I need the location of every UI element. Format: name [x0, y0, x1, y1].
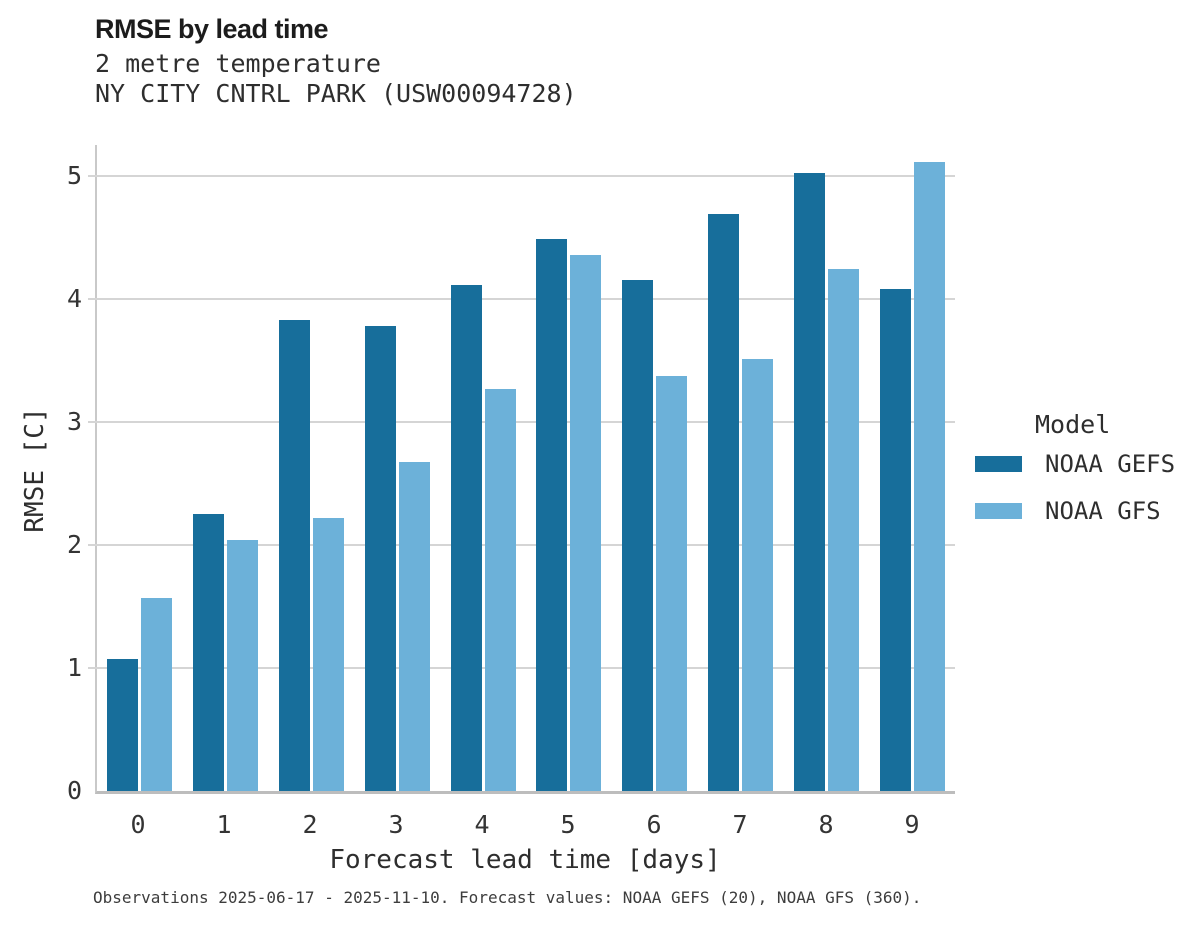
bar-group-day-3	[354, 145, 440, 791]
chart-subtitle-station: NY CITY CNTRL PARK (USW00094728)	[95, 79, 577, 108]
bar-noaa-gfs-day-6	[656, 376, 688, 791]
bar-noaa-gefs-day-5	[536, 238, 568, 791]
x-tick-label-5: 5	[560, 810, 576, 839]
x-tick-label-0: 0	[130, 810, 146, 839]
x-tick-label-7: 7	[732, 810, 748, 839]
bar-noaa-gfs-day-9	[913, 162, 945, 791]
bar-group-day-5	[526, 145, 612, 791]
x-tick-label-9: 9	[904, 810, 920, 839]
y-tick-label-5: 5	[66, 160, 82, 190]
bar-noaa-gefs-day-4	[450, 285, 482, 791]
x-tick-label-1: 1	[216, 810, 232, 839]
bar-noaa-gefs-day-9	[879, 288, 911, 791]
legend-item-noaa-gefs: NOAA GEFS	[975, 450, 1193, 478]
bar-group-day-2	[269, 145, 355, 791]
bar-noaa-gefs-day-3	[364, 325, 396, 791]
legend-title: Model	[1035, 410, 1111, 439]
x-tick-label-4: 4	[474, 810, 490, 839]
bar-group-day-6	[612, 145, 698, 791]
bar-noaa-gefs-day-0	[107, 659, 139, 791]
legend-swatch-noaa-gfs	[975, 503, 1022, 519]
gridline-y-3	[88, 420, 955, 423]
x-tick-label-8: 8	[818, 810, 834, 839]
bar-noaa-gfs-day-4	[484, 388, 516, 791]
bar-noaa-gfs-day-7	[741, 359, 773, 791]
bar-noaa-gefs-day-7	[707, 213, 739, 791]
bar-group-day-1	[183, 145, 269, 791]
y-tick-label-3: 3	[66, 406, 82, 436]
bar-noaa-gfs-day-3	[398, 462, 430, 791]
bar-group-day-9	[869, 145, 955, 791]
bar-noaa-gfs-day-0	[141, 597, 173, 791]
bar-noaa-gefs-day-2	[278, 319, 310, 791]
bar-noaa-gefs-day-8	[793, 173, 825, 791]
legend-item-noaa-gfs: NOAA GFS	[975, 497, 1193, 525]
bar-group-day-8	[783, 145, 869, 791]
bar-noaa-gfs-day-5	[570, 254, 602, 791]
x-tick-label-6: 6	[646, 810, 662, 839]
legend-swatch-noaa-gefs	[975, 456, 1022, 472]
y-tick-label-2: 2	[66, 529, 82, 559]
bar-group-day-4	[440, 145, 526, 791]
x-axis: 0 1 2 3 4 5 6 7 8 9	[95, 810, 955, 844]
y-tick-label-1: 1	[66, 652, 82, 682]
bar-group-day-0	[97, 145, 183, 791]
bar-noaa-gefs-day-6	[622, 280, 654, 791]
chart-title: RMSE by lead time	[95, 14, 329, 44]
gridline-y-4	[88, 297, 955, 300]
legend-label-noaa-gfs: NOAA GFS	[1045, 497, 1161, 525]
gridline-y-1	[88, 666, 955, 669]
gridline-y-5	[88, 174, 955, 177]
y-tick-label-0: 0	[66, 776, 82, 805]
chart-subtitle-variable: 2 metre temperature	[95, 49, 381, 78]
y-tick-label-4: 4	[66, 283, 82, 313]
bar-noaa-gfs-day-1	[227, 539, 259, 791]
legend-label-noaa-gefs: NOAA GEFS	[1045, 450, 1176, 478]
bar-noaa-gefs-day-1	[193, 514, 225, 791]
gridline-y-2	[88, 543, 955, 546]
bar-noaa-gfs-day-2	[312, 517, 344, 791]
bar-group-day-7	[698, 145, 784, 791]
x-tick-label-2: 2	[302, 810, 318, 839]
plot-area: 0 1 2 3 4 5	[67, 145, 955, 803]
x-axis-title: Forecast lead time [days]	[329, 845, 721, 875]
bar-noaa-gfs-day-8	[827, 269, 859, 791]
caption-note: Observations 2025-06-17 - 2025-11-10. Fo…	[93, 888, 922, 907]
legend: Model NOAA GEFS NOAA GFS	[975, 410, 1193, 544]
x-tick-label-3: 3	[388, 810, 404, 839]
